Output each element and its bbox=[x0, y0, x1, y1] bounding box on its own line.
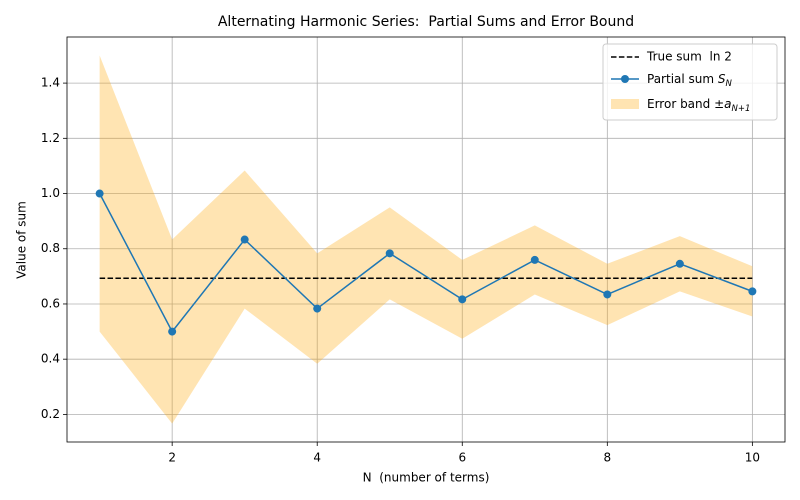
legend-symbol: a bbox=[724, 97, 731, 111]
legend-box bbox=[602, 43, 778, 121]
chart-title: Alternating Harmonic Series: Partial Sum… bbox=[218, 14, 634, 30]
legend-label: Partial sum SN bbox=[647, 72, 733, 89]
point bbox=[95, 189, 104, 198]
y-tick-label: 1.2 bbox=[41, 131, 60, 145]
y-tick-label: 1.4 bbox=[41, 76, 60, 90]
y-tick-label: 0.4 bbox=[41, 352, 60, 366]
point bbox=[313, 304, 322, 313]
x-tick-label: 10 bbox=[745, 451, 760, 465]
x-tick-label: 8 bbox=[603, 451, 611, 465]
point bbox=[603, 290, 612, 299]
point bbox=[458, 295, 467, 304]
x-tick-label: 6 bbox=[458, 451, 466, 465]
x-tick-label: 2 bbox=[168, 451, 176, 465]
point bbox=[675, 259, 684, 268]
point bbox=[385, 249, 394, 258]
legend-label: True sum ln 2 bbox=[646, 50, 732, 64]
y-tick-label: 1.0 bbox=[41, 186, 60, 200]
point bbox=[530, 255, 539, 264]
y-tick-label: 0.2 bbox=[41, 407, 60, 421]
x-tick-label: 4 bbox=[313, 451, 321, 465]
y-tick-label: 0.6 bbox=[41, 296, 60, 310]
legend-symbol: S bbox=[718, 72, 726, 86]
y-tick-label: 0.8 bbox=[41, 241, 60, 255]
legend-label: Error band ±aN+1 bbox=[647, 97, 750, 114]
series-line bbox=[98, 193, 753, 333]
legend-subscript: N bbox=[726, 79, 733, 89]
error-band bbox=[99, 55, 753, 424]
point bbox=[240, 235, 249, 244]
point bbox=[168, 327, 177, 336]
legend-marker bbox=[621, 75, 629, 83]
legend-text: Error band ± bbox=[647, 97, 724, 111]
legend-subscript: N+1 bbox=[732, 104, 751, 114]
legend-text: Partial sum bbox=[647, 72, 718, 86]
plot-frame bbox=[66, 36, 786, 443]
y-axis-label: Value of sum bbox=[15, 201, 29, 279]
x-axis-label: N (number of terms) bbox=[363, 471, 490, 485]
point bbox=[748, 287, 757, 296]
legend-swatch bbox=[611, 99, 639, 109]
